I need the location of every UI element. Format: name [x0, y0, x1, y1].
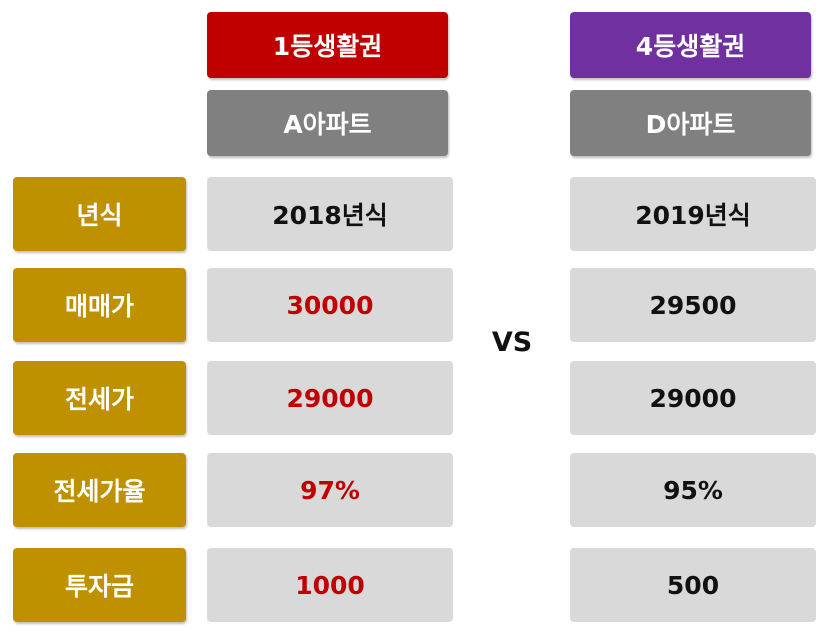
left-value-sale-price: 30000 — [207, 268, 453, 342]
row-label-year: 년식 — [13, 177, 186, 251]
row-label-investment: 투자금 — [13, 548, 186, 622]
right-value-jeonse-ratio: 95% — [570, 453, 816, 527]
right-apartment-name: D아파트 — [570, 90, 811, 156]
right-value-sale-price: 29500 — [570, 268, 816, 342]
right-zone-badge: 4등생활권 — [570, 12, 811, 78]
row-label-jeonse-ratio: 전세가율 — [13, 453, 186, 527]
left-value-jeonse-price: 29000 — [207, 361, 453, 435]
right-value-year: 2019년식 — [570, 177, 816, 251]
row-label-sale-price: 매매가 — [13, 268, 186, 342]
right-value-jeonse-price: 29000 — [570, 361, 816, 435]
left-value-investment: 1000 — [207, 548, 453, 622]
left-zone-badge: 1등생활권 — [207, 12, 448, 78]
left-value-year: 2018년식 — [207, 177, 453, 251]
right-value-investment: 500 — [570, 548, 816, 622]
left-apartment-name: A아파트 — [207, 90, 448, 156]
vs-label: VS — [491, 326, 533, 358]
row-label-jeonse-price: 전세가 — [13, 361, 186, 435]
left-value-jeonse-ratio: 97% — [207, 453, 453, 527]
